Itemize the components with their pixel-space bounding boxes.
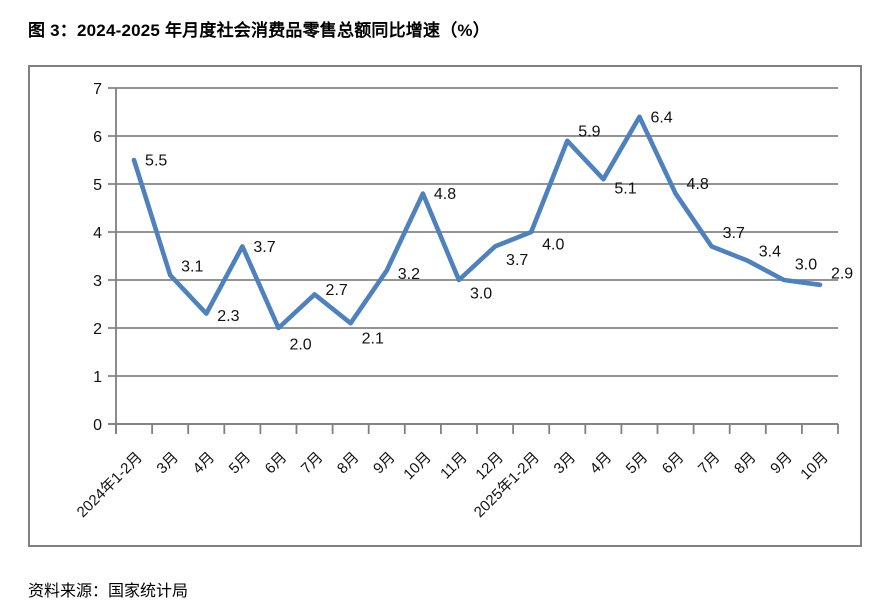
data-label: 2.0 (289, 337, 311, 354)
x-category-label: 11月 (437, 449, 471, 483)
y-tick-label: 5 (93, 177, 102, 194)
data-label: 2.7 (326, 282, 348, 299)
x-category-label: 9月 (370, 449, 399, 478)
data-label: 3.7 (723, 225, 745, 242)
x-category-label: 9月 (767, 449, 796, 478)
data-label: 3.0 (795, 257, 817, 274)
x-category-label: 10月 (797, 449, 831, 483)
x-category-label: 6月 (262, 449, 291, 478)
x-category-label: 4月 (587, 449, 616, 478)
x-tick-marks (115, 424, 839, 434)
data-label: 2.9 (831, 265, 853, 282)
y-tick-label: 3 (93, 273, 102, 290)
chart-title: 图 3：2024-2025 年月度社会消费品零售总额同比增速（%） (28, 21, 490, 40)
y-tick-label: 0 (93, 417, 102, 434)
y-tick-label: 2 (93, 321, 102, 338)
line-chart: 0 1 2 3 4 5 6 7 5.5 3.1 2.3 3.7 2.0 2.7 2.1 3.2 4.8 3.0 3.… (74, 81, 854, 521)
data-label: 3.0 (470, 286, 492, 303)
y-axis-labels: 0 1 2 3 4 5 6 7 (93, 81, 102, 434)
chart-frame: 0 1 2 3 4 5 6 7 5.5 3.1 2.3 3.7 2.0 2.7 2.1 3.2 4.8 3.0 3.… (28, 65, 862, 547)
x-category-label: 8月 (731, 449, 760, 478)
y-tick-label: 1 (93, 369, 102, 386)
x-category-label: 4月 (190, 449, 219, 478)
x-category-label: 7月 (695, 449, 724, 478)
x-category-label: 6月 (659, 449, 688, 478)
x-category-label: 3月 (153, 449, 182, 478)
data-label: 6.4 (650, 109, 672, 126)
data-label: 4.8 (687, 176, 709, 193)
data-labels: 5.5 3.1 2.3 3.7 2.0 2.7 2.1 3.2 4.8 3.0 3.7 4.0 5.9 5… (145, 109, 853, 353)
data-label: 2.3 (217, 308, 239, 325)
gridlines (108, 87, 838, 425)
data-label: 4.0 (542, 237, 564, 254)
y-tick-label: 4 (93, 225, 102, 242)
data-label: 4.8 (434, 186, 456, 203)
data-label: 5.5 (145, 153, 167, 170)
data-label: 3.4 (759, 243, 781, 260)
data-label: 3.7 (253, 239, 275, 256)
x-category-label: 5月 (226, 449, 255, 478)
x-category-label: 5月 (623, 449, 652, 478)
series-line (131, 114, 823, 331)
data-label: 5.1 (614, 181, 636, 198)
data-label: 3.1 (181, 259, 203, 276)
x-category-label: 2025年1-2月 (471, 449, 543, 521)
data-label: 5.9 (578, 123, 600, 140)
x-axis-labels: 2024年1-2月 3月 4月 5月 6月 7月 8月 9月 10月 11月 12月2025年1-2… (74, 449, 832, 521)
x-category-label: 8月 (334, 449, 363, 478)
x-category-label: 7月 (298, 449, 327, 478)
x-category-label: 3月 (551, 449, 580, 478)
y-tick-label: 6 (93, 129, 102, 146)
x-category-label: 10月 (400, 449, 434, 483)
axes (108, 88, 838, 434)
data-label: 3.2 (398, 266, 420, 283)
data-label: 3.7 (506, 252, 528, 269)
data-label: 2.1 (362, 331, 384, 348)
source-note: 资料来源：国家统计局 (28, 583, 189, 600)
x-category-label: 2024年1-2月 (74, 449, 146, 521)
y-tick-label: 7 (93, 81, 102, 98)
